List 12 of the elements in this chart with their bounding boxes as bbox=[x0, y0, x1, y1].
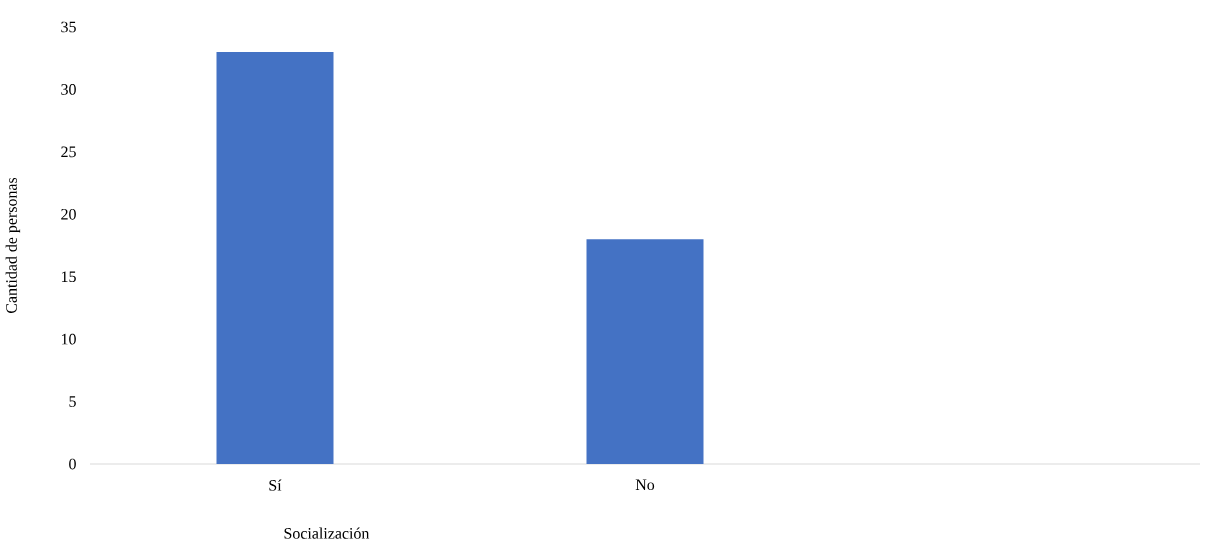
x-tick-label: Sí bbox=[269, 479, 282, 491]
y-tick-label: 25 bbox=[61, 146, 76, 158]
y-tick-label: 15 bbox=[61, 271, 76, 283]
y-tick-label: 35 bbox=[61, 21, 76, 33]
y-tick-label: 20 bbox=[61, 208, 76, 220]
y-tick-label: 10 bbox=[61, 333, 76, 345]
y-tick-label: 0 bbox=[69, 458, 76, 470]
x-tick-label: No bbox=[635, 479, 655, 491]
x-axis-title: Socialización bbox=[284, 527, 370, 539]
y-tick-label: 5 bbox=[69, 396, 76, 407]
y-axis-title: Cantidad de personas bbox=[5, 177, 21, 314]
y-tick-label: 30 bbox=[61, 84, 76, 95]
